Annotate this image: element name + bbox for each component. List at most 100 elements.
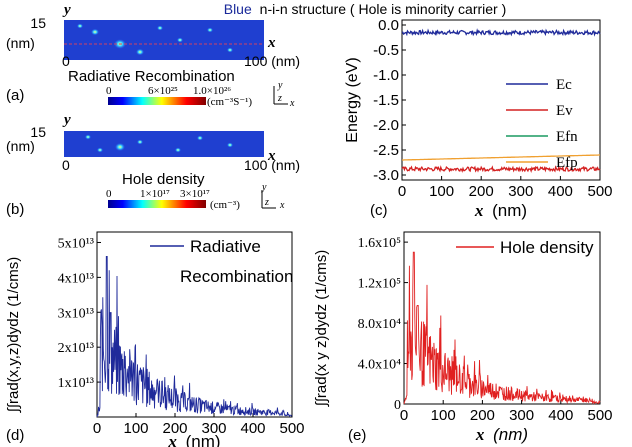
d-y-axis-label: ∫∫rad(x,y,z)dydz (1/cms) bbox=[5, 257, 22, 413]
c-x-axis-label: x (nm) bbox=[474, 201, 527, 220]
d-y-tick-label-3: 4x10¹³ bbox=[58, 271, 94, 286]
c-x-tick-label-2: 200 bbox=[469, 183, 494, 200]
c-legend-label-efn: Efn bbox=[556, 129, 578, 145]
e-x-tick-label-2: 200 bbox=[470, 407, 495, 424]
panel-b-axes-y: y bbox=[261, 182, 267, 193]
c-y-tick-label-4: -2.0 bbox=[373, 117, 399, 134]
c-series-ec-line bbox=[401, 28, 601, 37]
heatmap-spot-b-2 bbox=[137, 139, 143, 145]
c-y-tick-label-5: -2.5 bbox=[373, 142, 399, 159]
e-x-tick-label-1: 100 bbox=[431, 407, 456, 424]
c-panel-label: (c) bbox=[370, 202, 388, 219]
heatmap-spot-b-6 bbox=[97, 147, 103, 153]
panel-a-y-axis-label: y bbox=[62, 2, 71, 18]
d-y-tick-label-4: 5x10¹³ bbox=[58, 236, 94, 251]
c-series-ev-line bbox=[401, 164, 601, 174]
c-x-tick-label-3: 300 bbox=[508, 183, 533, 200]
heatmap-spot-b-1 bbox=[85, 134, 91, 140]
e-y-tick-label-2: 8.0x10⁴ bbox=[358, 317, 402, 332]
panel-a-axes-y: y bbox=[277, 80, 283, 91]
panel-a-axes-z: z bbox=[277, 93, 282, 104]
heatmap-spot-a-2 bbox=[136, 48, 144, 56]
c-legend-label-ec: Ec bbox=[556, 77, 572, 93]
panel-b: y 15 (nm) x 0 100 (nm) Hole density 0 1×… bbox=[6, 112, 300, 218]
d-x-tick-label-0: 0 bbox=[93, 420, 101, 437]
panel-b-colorbar bbox=[108, 200, 206, 208]
heatmap-spot-b-3 bbox=[175, 147, 181, 153]
e-series-line bbox=[403, 251, 601, 405]
panel-b-cb-unit: (cm⁻³) bbox=[210, 199, 240, 211]
panel-b-y-unit: (nm) bbox=[6, 138, 35, 154]
c-x-tick-label-1: 100 bbox=[429, 183, 454, 200]
e-y-tick-label-4: 1.6x10⁵ bbox=[358, 236, 402, 251]
e-panel-label: (e) bbox=[348, 427, 366, 444]
panel-b-label: (b) bbox=[6, 201, 24, 218]
d-y-tick-label-2: 3x10¹³ bbox=[58, 306, 94, 321]
d-x-tick-label-2: 200 bbox=[162, 420, 187, 437]
panel-b-axes-x: x bbox=[279, 200, 285, 211]
c-series-efp-line bbox=[402, 154, 600, 161]
panel-a-cb-min: 0 bbox=[106, 85, 112, 97]
panel-b-axes-triad: y z x bbox=[261, 182, 285, 211]
e-x-tick-label-3: 300 bbox=[509, 407, 534, 424]
d-y-tick-label-1: 2x10¹³ bbox=[58, 341, 94, 356]
panel-a-y-unit: (nm) bbox=[6, 35, 35, 51]
panel-b-cb-min: 0 bbox=[106, 188, 112, 200]
panel-b-axes-z: z bbox=[264, 197, 269, 208]
panel-b-x-tick-0: 0 bbox=[62, 157, 70, 173]
e-y-tick-label-3: 1.2x10⁵ bbox=[358, 277, 402, 292]
panel-a-cb-unit: (cm⁻³S⁻¹) bbox=[207, 96, 252, 108]
panel-b-title: Hole density bbox=[122, 171, 205, 188]
panel-a-title: Radiative Recombination bbox=[68, 68, 235, 85]
e-x-tick-label-0: 0 bbox=[400, 407, 408, 424]
figure-title-rest: n-i-n structure ( Hole is minority carri… bbox=[260, 1, 507, 17]
e-x-axis-label: x (nm) bbox=[475, 425, 528, 444]
panel-b-x-tick-100: 100 (nm) bbox=[244, 157, 300, 173]
d-x-tick-label-3: 300 bbox=[201, 420, 226, 437]
panel-a-label: (a) bbox=[6, 87, 24, 104]
heatmap-spot-a-5 bbox=[227, 47, 233, 53]
panel-a-x-axis-label: x bbox=[267, 35, 276, 51]
panel-b-cb-mid: 1×10¹⁷ bbox=[140, 188, 170, 200]
panel-a-heatmap-spots bbox=[77, 23, 233, 56]
figure-title-blue: Blue bbox=[224, 1, 252, 17]
panel-a-x-tick-0: 0 bbox=[62, 53, 70, 69]
d-plot-frame bbox=[96, 231, 293, 418]
panel-a-y-tick: 15 bbox=[30, 15, 46, 31]
panel-b-y-axis-label: y bbox=[62, 112, 71, 128]
heatmap-spot-b-5 bbox=[227, 142, 233, 148]
chart-d: 0 100 200 300 400 500 1x10¹³ 2x10¹³ 3x10¹³ 4x10¹³… bbox=[5, 231, 305, 447]
c-x-tick-label-4: 400 bbox=[548, 183, 573, 200]
c-y-tick-label-6: -3.0 bbox=[373, 167, 399, 184]
c-y-tick-label-2: -1.0 bbox=[373, 67, 399, 84]
d-y-tick-label-0: 1x10¹³ bbox=[58, 376, 94, 391]
panel-a-axes-triad: y z x bbox=[273, 80, 295, 109]
c-legend-label-ev: Ev bbox=[556, 103, 573, 119]
c-x-tick-label-5: 500 bbox=[587, 183, 612, 200]
panel-a-heatmap bbox=[64, 20, 264, 60]
panel-a: y 15 (nm) x 0 100 (nm) Radiative Recombi… bbox=[6, 2, 300, 109]
panel-b-heatmap-spots bbox=[85, 134, 233, 153]
c-y-tick-label-0: 0.0 bbox=[378, 17, 399, 34]
panel-a-colorbar bbox=[108, 97, 206, 105]
heatmap-spot-b-0 bbox=[115, 143, 125, 151]
d-x-tick-label-5: 500 bbox=[279, 420, 304, 437]
d-x-tick-label-4: 400 bbox=[240, 420, 265, 437]
figure-title: Blue n-i-n structure ( Hole is minority … bbox=[224, 1, 507, 17]
panel-a-cb-max: 1.0×10²⁶ bbox=[193, 85, 231, 97]
e-y-axis-label: ∫∫rad(x y z)dydz (1/cms) bbox=[313, 250, 330, 408]
c-x-tick-label-0: 0 bbox=[398, 183, 406, 200]
e-x-tick-label-5: 500 bbox=[587, 407, 612, 424]
c-y-tick-label-3: -1.5 bbox=[373, 92, 399, 109]
e-y-tick-label-0: 0 bbox=[394, 398, 401, 413]
panel-a-x-tick-100: 100 (nm) bbox=[244, 53, 300, 69]
e-y-tick-label-1: 4.0x10⁴ bbox=[358, 358, 402, 373]
panel-a-cb-mid: 6×10²⁵ bbox=[148, 85, 178, 97]
heatmap-spot-a-3 bbox=[177, 37, 183, 43]
panel-b-heatmap bbox=[64, 131, 264, 157]
c-y-axis-label: Energy (eV) bbox=[344, 57, 361, 142]
d-panel-label: (d) bbox=[6, 427, 24, 444]
heatmap-spot-a-7 bbox=[157, 25, 163, 31]
c-legend-label-efp: Efp bbox=[556, 155, 578, 171]
